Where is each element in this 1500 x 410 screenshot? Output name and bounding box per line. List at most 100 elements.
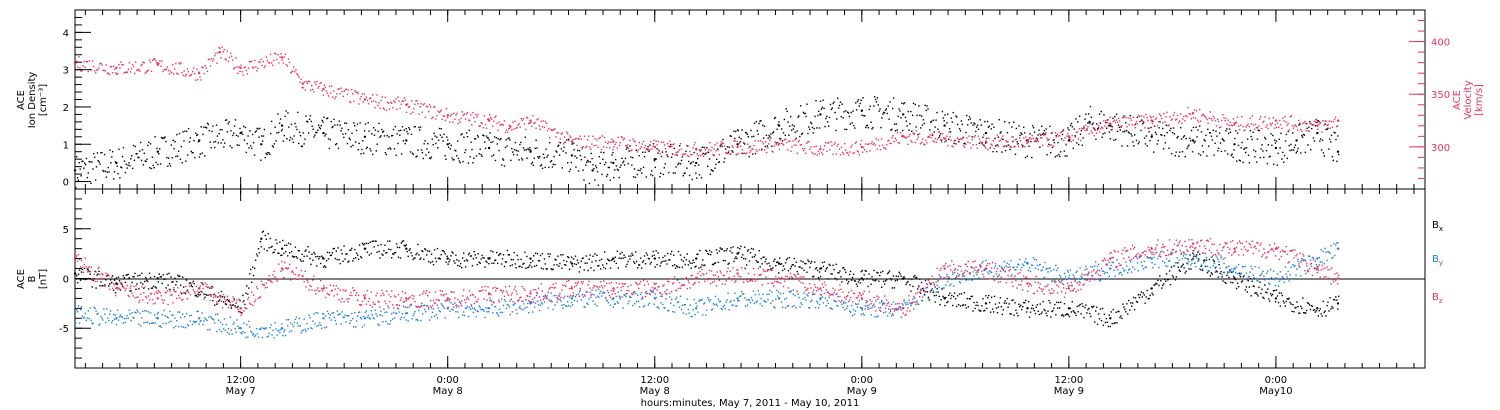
- bx-dot: [1010, 313, 1012, 315]
- density-dot: [191, 151, 193, 154]
- bx-dot: [105, 279, 107, 281]
- bx-dot: [581, 257, 583, 260]
- velocity-dot-point: [363, 98, 367, 101]
- by-dot: [291, 323, 294, 326]
- velocity-dot: [360, 96, 362, 98]
- bx-dot: [754, 254, 756, 256]
- bx-dot: [970, 295, 972, 298]
- density-dot: [1036, 139, 1038, 141]
- velocity-dot: [1106, 121, 1108, 124]
- density-dot: [1050, 152, 1052, 154]
- density-dot: [1255, 150, 1257, 153]
- bx-dot: [819, 275, 822, 278]
- density-dot: [850, 111, 852, 114]
- by-dot: [971, 279, 973, 281]
- velocity-dot: [709, 142, 711, 144]
- by-dot: [365, 310, 368, 312]
- density-dot: [923, 122, 925, 125]
- density-dot: [1218, 132, 1221, 134]
- velocity-dot: [322, 94, 324, 96]
- density-dot: [205, 127, 208, 129]
- bx-dot: [190, 285, 193, 287]
- by-dot: [524, 307, 526, 309]
- by-dot: [496, 312, 498, 314]
- density-dot: [1191, 151, 1194, 153]
- density-dot: [440, 128, 442, 130]
- bx-dot: [1149, 294, 1151, 297]
- by-dot: [181, 325, 183, 328]
- velocity-dot: [779, 139, 782, 141]
- density-dot: [1060, 138, 1063, 140]
- velocity-dot: [199, 76, 201, 78]
- velocity-dot: [449, 121, 451, 123]
- by-dot: [806, 293, 808, 296]
- density-dot: [763, 125, 766, 128]
- velocity-dot: [1252, 124, 1255, 126]
- velocity-dot: [234, 67, 236, 69]
- bx-dot: [595, 260, 597, 262]
- bx-dot: [1300, 305, 1302, 307]
- velocity-dot: [658, 150, 660, 152]
- velocity-dot: [526, 117, 529, 119]
- bx-dot: [691, 262, 693, 264]
- bx-dot: [624, 256, 626, 259]
- bx-dot: [891, 287, 894, 289]
- by-dot: [743, 293, 745, 295]
- velocity-dot: [815, 145, 817, 147]
- velocity-dot: [971, 138, 973, 141]
- density-dot: [1092, 122, 1094, 124]
- density-dot: [118, 148, 120, 150]
- velocity-dot: [163, 68, 165, 71]
- bx-dot: [1015, 309, 1017, 311]
- velocity-dot: [770, 137, 772, 139]
- velocity-dot: [489, 114, 491, 116]
- density-dot: [1245, 147, 1248, 149]
- velocity-dot: [314, 81, 316, 83]
- by-dot: [173, 327, 175, 329]
- bx-dot: [144, 280, 146, 283]
- by-dot: [654, 293, 656, 295]
- density-dot: [735, 130, 737, 133]
- velocity-dot: [494, 116, 496, 118]
- by-dot: [170, 320, 172, 322]
- by-dot: [88, 317, 90, 320]
- velocity-dot: [1153, 125, 1156, 127]
- velocity-dot: [588, 135, 590, 137]
- by-dot: [424, 308, 426, 311]
- bx-dot: [189, 282, 192, 284]
- bx-dot: [969, 298, 971, 300]
- bx-dot: [474, 254, 476, 256]
- bx-dot: [219, 295, 222, 297]
- density-dot: [657, 152, 659, 154]
- bx-dot-point: [322, 257, 325, 260]
- by-dot: [168, 321, 170, 324]
- bx-dot: [959, 305, 962, 307]
- density-dot: [1223, 140, 1225, 142]
- by-dot: [244, 332, 246, 334]
- by-dot: [695, 302, 697, 304]
- by-dot: [236, 319, 238, 321]
- density-dot: [576, 157, 578, 159]
- velocity-dot: [839, 154, 842, 156]
- bx-dot: [197, 293, 199, 295]
- density-dot: [1246, 138, 1249, 140]
- density-dot: [772, 132, 774, 134]
- bx-dot: [1297, 306, 1299, 308]
- by-dot: [147, 311, 150, 313]
- density-dot: [1097, 127, 1100, 129]
- bx-dot: [1257, 295, 1259, 297]
- density-dot: [855, 102, 857, 104]
- by-dot: [397, 308, 400, 310]
- bx-dot: [741, 256, 743, 259]
- bx-dot: [281, 254, 283, 256]
- by-dot: [370, 310, 372, 312]
- by-dot: [539, 304, 542, 307]
- bx-dot: [764, 260, 766, 263]
- density-dot: [1089, 105, 1092, 108]
- density-dot: [77, 179, 80, 181]
- by-dot: [337, 314, 339, 316]
- bx-dot: [869, 278, 871, 280]
- velocity-dot: [292, 70, 294, 72]
- bx-dot: [310, 263, 312, 265]
- density-dot: [1180, 127, 1182, 129]
